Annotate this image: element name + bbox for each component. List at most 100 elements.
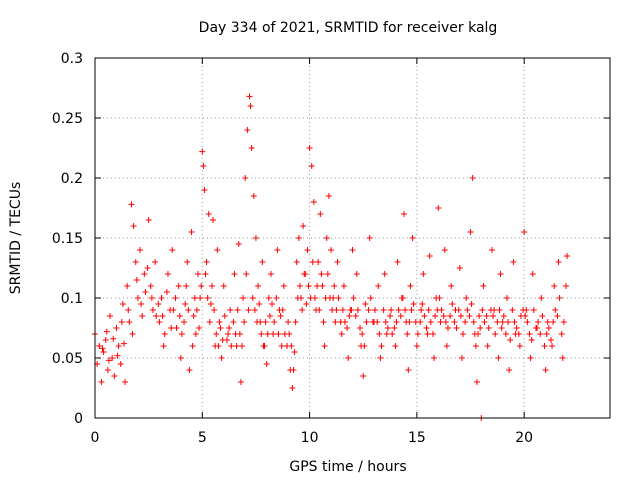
data-point xyxy=(456,265,463,271)
data-point xyxy=(407,283,414,289)
data-point xyxy=(323,235,330,241)
data-point xyxy=(117,361,124,367)
data-point xyxy=(177,355,184,361)
data-point xyxy=(490,313,497,319)
data-point xyxy=(420,271,427,277)
data-point xyxy=(128,201,135,208)
data-point xyxy=(289,385,296,391)
data-point xyxy=(134,295,141,301)
data-point xyxy=(255,283,262,289)
data-point xyxy=(381,271,388,277)
data-point xyxy=(447,313,454,319)
data-point xyxy=(235,241,242,247)
data-point xyxy=(148,295,155,301)
data-point xyxy=(560,319,567,325)
data-point xyxy=(544,319,551,325)
data-point xyxy=(554,313,561,319)
data-point xyxy=(147,283,154,289)
data-point xyxy=(100,349,107,355)
data-point xyxy=(142,289,149,295)
data-point xyxy=(419,301,426,307)
data-point xyxy=(277,313,284,319)
data-point xyxy=(346,313,353,319)
data-point xyxy=(349,247,356,253)
data-point xyxy=(451,319,458,325)
data-point xyxy=(242,175,249,181)
data-point xyxy=(383,331,390,337)
data-point xyxy=(530,307,537,313)
x-tick-label: 20 xyxy=(515,430,533,446)
data-point xyxy=(293,259,300,265)
data-point xyxy=(515,331,522,337)
y-tick-label: 0.2 xyxy=(61,171,83,187)
data-point xyxy=(524,319,531,325)
data-point xyxy=(354,307,361,313)
data-point xyxy=(139,313,146,319)
data-point xyxy=(365,307,372,313)
data-point xyxy=(243,271,250,277)
data-point xyxy=(440,313,447,319)
data-point xyxy=(107,313,114,319)
data-point xyxy=(426,253,433,259)
data-point xyxy=(556,295,563,301)
data-point xyxy=(429,331,436,337)
data-point xyxy=(202,271,209,277)
data-point xyxy=(213,331,220,337)
data-point xyxy=(431,355,438,361)
data-point xyxy=(130,223,137,229)
data-point xyxy=(425,307,432,313)
data-point xyxy=(421,313,428,319)
data-point xyxy=(321,343,328,349)
data-point xyxy=(339,307,346,313)
data-point xyxy=(195,271,201,277)
data-point xyxy=(133,277,140,283)
data-point xyxy=(537,331,544,337)
data-point xyxy=(258,331,265,337)
data-point xyxy=(309,259,316,265)
chart-title: Day 334 of 2021, SRMTID for receiver kal… xyxy=(199,20,498,36)
data-point xyxy=(316,307,323,313)
data-point xyxy=(290,367,297,373)
data-point xyxy=(464,307,471,313)
data-point xyxy=(417,319,424,325)
data-point xyxy=(340,283,347,289)
data-point xyxy=(263,361,270,367)
data-point xyxy=(186,367,193,373)
data-point xyxy=(511,319,518,325)
data-point xyxy=(114,352,121,359)
data-point xyxy=(300,223,307,229)
data-point xyxy=(333,307,340,313)
data-point xyxy=(350,295,357,301)
data-point xyxy=(215,343,222,349)
data-point xyxy=(259,259,266,265)
data-point xyxy=(441,247,448,253)
data-point xyxy=(198,283,205,289)
data-point xyxy=(448,283,455,289)
data-point xyxy=(550,319,557,325)
data-point xyxy=(499,319,506,325)
y-axis-label: SRMTID / TECUs xyxy=(8,182,24,295)
data-point xyxy=(458,355,465,361)
data-point xyxy=(250,193,257,199)
x-tick-label: 15 xyxy=(408,430,426,446)
data-point xyxy=(444,325,451,331)
data-point xyxy=(335,295,342,301)
data-point xyxy=(413,343,420,349)
data-point xyxy=(387,313,394,319)
data-point xyxy=(547,337,554,343)
data-point xyxy=(498,325,505,331)
data-point xyxy=(274,247,281,253)
data-point xyxy=(563,283,570,289)
data-point xyxy=(279,307,286,313)
data-point xyxy=(538,295,545,301)
data-point xyxy=(424,331,431,337)
y-tick-label: 0.25 xyxy=(52,111,83,127)
data-point xyxy=(395,307,402,313)
data-point xyxy=(375,283,382,289)
data-point xyxy=(366,235,373,241)
data-point xyxy=(477,325,484,331)
data-point xyxy=(488,247,495,253)
data-point xyxy=(237,379,244,385)
data-point xyxy=(248,145,255,151)
data-point xyxy=(394,259,401,265)
